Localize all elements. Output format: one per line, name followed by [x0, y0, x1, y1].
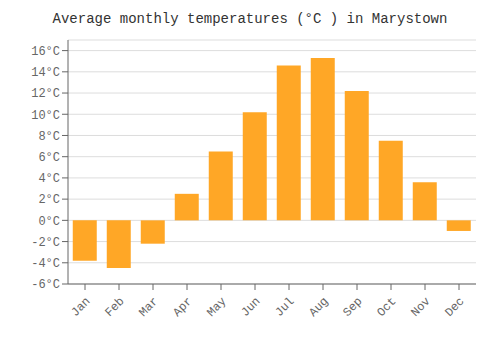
- svg-text:-4°C: -4°C: [31, 257, 60, 271]
- svg-text:-6°C: -6°C: [31, 278, 60, 292]
- svg-text:8°C: 8°C: [38, 130, 60, 144]
- svg-text:Aug: Aug: [306, 295, 331, 320]
- svg-text:Nov: Nov: [408, 295, 433, 320]
- svg-text:12°C: 12°C: [31, 87, 60, 101]
- svg-text:4°C: 4°C: [38, 172, 60, 186]
- svg-text:6°C: 6°C: [38, 151, 60, 165]
- svg-text:Apr: Apr: [170, 295, 195, 320]
- svg-text:Jun: Jun: [238, 295, 263, 320]
- svg-text:Feb: Feb: [102, 295, 127, 320]
- svg-text:Oct: Oct: [374, 295, 399, 320]
- svg-text:May: May: [204, 295, 229, 320]
- svg-text:10°C: 10°C: [31, 109, 60, 123]
- svg-text:Jul: Jul: [272, 295, 297, 320]
- svg-text:-2°C: -2°C: [31, 236, 60, 250]
- svg-text:Mar: Mar: [136, 295, 161, 320]
- svg-text:16°C: 16°C: [31, 45, 60, 59]
- svg-text:2°C: 2°C: [38, 193, 60, 207]
- svg-text:Jan: Jan: [68, 295, 93, 320]
- svg-text:Sep: Sep: [340, 295, 365, 320]
- svg-text:0°C: 0°C: [38, 215, 60, 229]
- svg-text:Dec: Dec: [442, 295, 467, 320]
- html-text:Average monthly temperatures (: Average monthly temperatures (°C ) in Ma…: [52, 11, 448, 27]
- svg-text:14°C: 14°C: [31, 66, 60, 80]
